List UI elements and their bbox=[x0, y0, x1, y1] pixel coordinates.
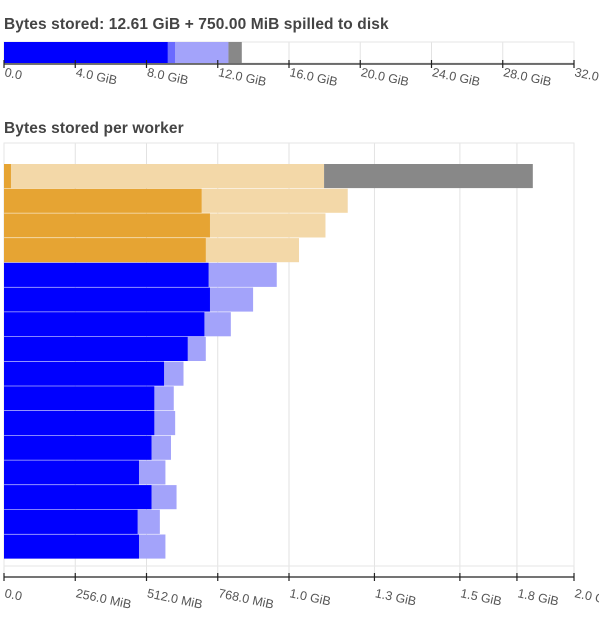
managed-bar bbox=[4, 287, 210, 312]
bar-segment bbox=[175, 42, 229, 63]
x-tick-label: 2.0 GiB bbox=[573, 586, 599, 608]
x-tick-label: 0.0 bbox=[3, 65, 23, 82]
spilled-bar bbox=[324, 164, 533, 189]
managed-bar bbox=[4, 460, 139, 485]
worker-bar bbox=[4, 485, 177, 510]
x-tick-label: 1.3 GiB bbox=[374, 586, 418, 608]
x-tick-label: 1.8 GiB bbox=[516, 586, 560, 608]
worker-bar bbox=[4, 411, 176, 436]
managed-bar bbox=[4, 238, 206, 263]
managed-bar bbox=[4, 164, 11, 189]
managed-bar bbox=[4, 411, 155, 436]
bar-segment bbox=[167, 42, 175, 63]
x-tick-label: 256.0 MiB bbox=[75, 586, 133, 611]
managed-bar bbox=[4, 509, 138, 534]
managed-bar bbox=[4, 361, 165, 386]
managed-bar bbox=[4, 336, 188, 361]
x-tick-label: 512.0 MiB bbox=[146, 586, 204, 611]
x-tick-label: 768.0 MiB bbox=[217, 586, 275, 611]
x-tick-label: 1.5 GiB bbox=[459, 586, 503, 608]
worker-bar bbox=[4, 336, 206, 361]
chart-title-total: Bytes stored: 12.61 GiB + 750.00 MiB spi… bbox=[4, 16, 389, 33]
worker-bar bbox=[4, 287, 254, 312]
managed-bar bbox=[4, 534, 139, 559]
worker-bar bbox=[4, 262, 277, 287]
managed-bar bbox=[4, 213, 210, 238]
managed-bar bbox=[4, 262, 209, 287]
managed-bar bbox=[4, 312, 205, 337]
worker-bar bbox=[4, 188, 348, 213]
worker-bar bbox=[4, 386, 174, 411]
worker-bar bbox=[4, 509, 160, 534]
bar-segment bbox=[4, 42, 168, 63]
bar-segment bbox=[228, 42, 242, 63]
chart-title-per-worker: Bytes stored per worker bbox=[4, 120, 184, 137]
total-bytes-chart: 0.0 4.0 GiB 8.0 GiB 12.0 GiB 16.0 GiB 20.0 Gi… bbox=[3, 41, 599, 89]
managed-bar bbox=[4, 188, 202, 213]
x-tick-label: 1.0 GiB bbox=[288, 586, 332, 608]
worker-bar bbox=[4, 460, 166, 485]
managed-bar bbox=[4, 485, 152, 510]
worker-bar bbox=[4, 361, 184, 386]
managed-bar bbox=[4, 435, 152, 460]
unmanaged-bar bbox=[4, 164, 325, 189]
worker-bar bbox=[4, 238, 300, 263]
worker-bar bbox=[4, 435, 171, 460]
worker-bar bbox=[4, 534, 166, 559]
worker-bar bbox=[4, 164, 533, 189]
managed-bar bbox=[4, 386, 155, 411]
worker-bar bbox=[4, 312, 231, 337]
x-tick-label: 0.0 bbox=[3, 586, 23, 603]
worker-bar bbox=[4, 213, 326, 238]
